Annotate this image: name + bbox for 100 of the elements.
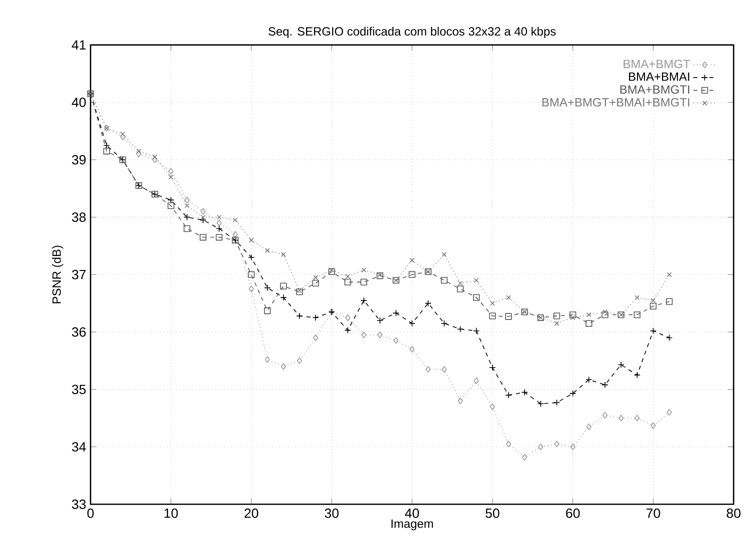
x-tick-label: 30 [324,508,339,518]
point [570,443,576,450]
point [537,400,544,408]
point [586,320,592,327]
point [296,357,302,364]
point [280,252,286,257]
point [666,272,672,277]
point [264,284,271,292]
point [248,238,254,243]
point [313,334,318,341]
point [442,252,447,257]
point [232,230,238,238]
point [280,363,286,370]
point [442,366,447,373]
point [554,320,560,326]
point [200,234,206,241]
point [136,148,142,154]
point [634,372,640,378]
point [216,214,222,220]
x-tick-label: 80 [726,508,740,518]
point [473,327,480,334]
point [474,278,479,283]
point [553,399,560,406]
point [152,154,158,160]
point [506,294,511,300]
point [440,320,448,327]
y-tick-label: 39 [72,154,86,164]
point [408,271,416,278]
x-axis-title: Imagem [392,519,433,530]
point [361,267,366,272]
y-tick-label: 41 [72,40,86,50]
point [264,248,270,253]
point [522,454,528,460]
point [426,366,431,373]
point [602,309,608,314]
point [570,315,576,320]
point [650,327,657,334]
point [650,302,657,310]
point [200,216,206,224]
point [216,225,222,232]
y-tick-label: 38 [72,212,86,222]
point [360,278,368,286]
x-tick-label: 10 [164,508,178,518]
point [424,300,432,307]
point [506,440,512,448]
point [248,254,255,261]
point [458,397,463,404]
point [312,280,319,286]
chart-title: Seq. SERGIO codificada com blocos 32x32 a 40 kbps [268,26,556,38]
point [602,311,608,318]
legend-label: BMA+BMGT [624,60,690,68]
point [570,311,576,318]
x-tick-label: 0 [87,508,94,518]
x-tick-label: 20 [244,508,258,518]
point [634,414,640,422]
point [490,300,495,306]
point [458,280,463,286]
point [570,390,576,397]
point [586,312,592,318]
point [216,234,222,241]
point [538,443,544,450]
point [521,388,528,396]
point [280,294,287,301]
legend-label: BMA+BMGTI [620,85,690,94]
point [634,311,640,318]
y-tick-label: 36 [72,327,86,337]
legend-label: BMA+BMAI [629,72,690,81]
point [554,440,560,448]
point [184,203,190,208]
point [168,196,174,204]
point [377,331,383,338]
y-tick-label: 33 [72,499,86,509]
legend-label: BMA+BMGT+BMAI+BMGTI [542,98,690,106]
point [489,312,496,320]
point [666,334,673,341]
point [666,298,673,305]
point [120,131,126,136]
point [344,326,352,334]
point [232,217,238,222]
point [103,142,110,149]
point [505,313,512,320]
point [393,337,399,344]
point [184,214,190,220]
point [666,408,672,416]
point [361,331,366,338]
point [505,392,512,398]
x-tick-label: 50 [486,508,500,518]
point [184,196,190,204]
point [490,403,496,410]
point [200,214,206,220]
point [456,326,464,332]
point [296,312,303,320]
x-tick-label: 60 [566,508,580,518]
point [489,364,496,371]
point [634,294,640,300]
point [312,314,319,321]
point [184,225,190,232]
point [456,286,464,292]
point [200,208,206,215]
point [168,168,174,174]
